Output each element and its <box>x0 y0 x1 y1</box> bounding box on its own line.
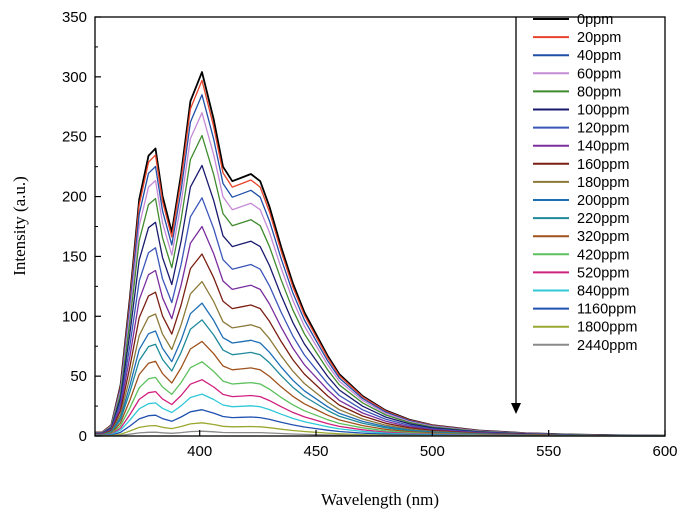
legend-label-120ppm: 120ppm <box>577 121 629 137</box>
x-tick-label: 450 <box>304 443 329 460</box>
legend-label-200ppm: 200ppm <box>577 193 629 209</box>
legend-label-40ppm: 40ppm <box>577 48 621 64</box>
legend-label-60ppm: 60ppm <box>577 66 621 82</box>
legend-label-420ppm: 420ppm <box>577 247 629 263</box>
legend-label-80ppm: 80ppm <box>577 84 621 100</box>
legend-label-0ppm: 0ppm <box>577 12 613 28</box>
legend-label-320ppm: 320ppm <box>577 229 629 245</box>
y-tick-label: 100 <box>62 308 87 325</box>
concentration-arrow <box>511 17 521 414</box>
series-line-220ppm <box>95 319 666 437</box>
series-line-420ppm <box>95 361 665 437</box>
legend-label-100ppm: 100ppm <box>577 103 629 119</box>
y-tick-label: 150 <box>62 248 87 265</box>
y-axis-title: Intensity (a.u.) <box>10 176 29 276</box>
legend-label-520ppm: 520ppm <box>577 265 629 281</box>
y-tick-label: 50 <box>70 368 87 385</box>
x-axis-title: Wavelength (nm) <box>321 490 439 509</box>
y-tick-label: 200 <box>62 189 87 206</box>
legend-label-220ppm: 220ppm <box>577 211 629 227</box>
plot-lines <box>95 71 666 437</box>
series-line-40ppm <box>95 94 666 437</box>
x-tick-label: 550 <box>536 443 561 460</box>
legend-label-2440ppm: 2440ppm <box>577 338 637 354</box>
series-line-120ppm <box>95 197 666 437</box>
series-line-80ppm <box>95 134 666 437</box>
series-line-60ppm <box>95 112 666 437</box>
y-tick-label: 0 <box>79 428 87 445</box>
series-line-180ppm <box>95 280 666 437</box>
legend-label-840ppm: 840ppm <box>577 284 629 300</box>
series-line-200ppm <box>95 302 666 437</box>
x-tick-label: 400 <box>187 443 212 460</box>
y-tick-label: 350 <box>62 9 87 26</box>
x-tick-label: 500 <box>420 443 445 460</box>
legend-label-180ppm: 180ppm <box>577 175 629 191</box>
legend-label-1800ppm: 1800ppm <box>577 320 637 336</box>
y-tick-label: 300 <box>62 69 87 86</box>
series-line-100ppm <box>95 164 666 437</box>
legend-label-160ppm: 160ppm <box>577 157 629 173</box>
y-tick-label: 250 <box>62 129 87 146</box>
series-line-140ppm <box>95 225 666 437</box>
legend-label-1160ppm: 1160ppm <box>577 302 636 318</box>
series-line-320ppm <box>95 340 666 437</box>
axis-ticks: 400 450 500 550 600 0 50 100 150 200 250 300 350 <box>62 9 678 460</box>
legend-label-140ppm: 140ppm <box>577 139 629 155</box>
legend: 0ppm 20ppm 40ppm 60ppm 80ppm 100ppm 120ppm 140p… <box>533 12 637 354</box>
series-line-160ppm <box>95 253 666 437</box>
legend-label-20ppm: 20ppm <box>577 30 621 46</box>
x-tick-label: 600 <box>652 443 677 460</box>
